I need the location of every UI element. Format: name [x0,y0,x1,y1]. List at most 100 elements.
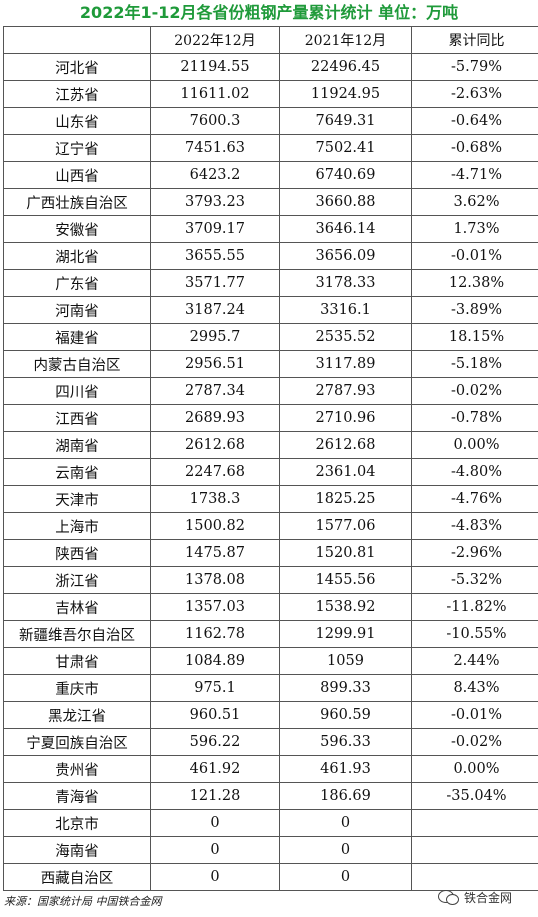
table-row: 上海市 1500.82 1577.06 -4.83% [3,512,538,540]
value-2022-cell: 121.28 [150,782,280,810]
yoy-cell: -10.55% [411,620,538,648]
yoy-cell: 0.00% [411,431,538,459]
yoy-cell: -5.18% [411,350,538,378]
yoy-cell: -4.83% [411,512,538,540]
province-cell: 福建省 [3,323,151,351]
value-2021-cell: 596.33 [279,728,412,756]
value-2022-cell: 0 [150,836,280,864]
table-row: 湖北省 3655.55 3656.09 -0.01% [3,242,538,270]
header-2021: 2021年12月 [279,26,412,54]
province-cell: 四川省 [3,377,151,405]
value-2022-cell: 1738.3 [150,485,280,513]
province-cell: 湖南省 [3,431,151,459]
value-2022-cell: 7600.3 [150,107,280,135]
value-2022-cell: 0 [150,863,280,891]
value-2021-cell: 0 [279,863,412,891]
source-note: 来源：国家统计局 中国铁合金网 [4,895,162,908]
yoy-cell: 12.38% [411,269,538,297]
value-2021-cell: 11924.95 [279,80,412,108]
table-row: 云南省 2247.68 2361.04 -4.80% [3,458,538,486]
yoy-cell: 3.62% [411,188,538,216]
table-row: 贵州省 461.92 461.93 0.00% [3,755,538,783]
yoy-cell: -4.71% [411,161,538,189]
province-cell: 广东省 [3,269,151,297]
value-2022-cell: 2995.7 [150,323,280,351]
yoy-cell: -0.02% [411,377,538,405]
value-2021-cell: 2612.68 [279,431,412,459]
value-2022-cell: 596.22 [150,728,280,756]
value-2022-cell: 1500.82 [150,512,280,540]
province-cell: 江苏省 [3,80,151,108]
watermark-text: 铁合金网 [464,890,513,905]
value-2022-cell: 1378.08 [150,566,280,594]
table-row: 青海省 121.28 186.69 -35.04% [3,782,538,810]
value-2021-cell: 3656.09 [279,242,412,270]
province-cell: 河北省 [3,53,151,81]
value-2021-cell: 461.93 [279,755,412,783]
value-2022-cell: 2956.51 [150,350,280,378]
yoy-cell: -5.79% [411,53,538,81]
province-cell: 广西壮族自治区 [3,188,151,216]
table-row: 浙江省 1378.08 1455.56 -5.32% [3,566,538,594]
yoy-cell [411,809,538,837]
yoy-cell: -0.01% [411,242,538,270]
yoy-cell [411,836,538,864]
yoy-cell [411,863,538,891]
value-2021-cell: 3646.14 [279,215,412,243]
table-row: 吉林省 1357.03 1538.92 -11.82% [3,593,538,621]
province-cell: 辽宁省 [3,134,151,162]
province-cell: 黑龙江省 [3,701,151,729]
province-cell: 湖北省 [3,242,151,270]
yoy-cell: -4.80% [411,458,538,486]
table-row: 重庆市 975.1 899.33 8.43% [3,674,538,702]
table-row: 北京市 0 0 [3,809,538,837]
table-row: 江苏省 11611.02 11924.95 -2.63% [3,80,538,108]
yoy-cell: -4.76% [411,485,538,513]
province-cell: 宁夏回族自治区 [3,728,151,756]
table-row: 宁夏回族自治区 596.22 596.33 -0.02% [3,728,538,756]
value-2022-cell: 461.92 [150,755,280,783]
table-row: 新疆维吾尔自治区 1162.78 1299.91 -10.55% [3,620,538,648]
province-cell: 新疆维吾尔自治区 [3,620,151,648]
steel-output-table: 2022年12月 2021年12月 累计同比 河北省 21194.55 22496.… [3,26,538,891]
value-2021-cell: 3660.88 [279,188,412,216]
table-row: 广东省 3571.77 3178.33 12.38% [3,269,538,297]
value-2022-cell: 0 [150,809,280,837]
value-2021-cell: 3316.1 [279,296,412,324]
value-2021-cell: 2787.93 [279,377,412,405]
value-2022-cell: 2689.93 [150,404,280,432]
province-cell: 内蒙古自治区 [3,350,151,378]
value-2021-cell: 2361.04 [279,458,412,486]
province-cell: 安徽省 [3,215,151,243]
table-row: 西藏自治区 0 0 [3,863,538,891]
province-cell: 海南省 [3,836,151,864]
value-2022-cell: 11611.02 [150,80,280,108]
table-row: 甘肃省 1084.89 1059 2.44% [3,647,538,675]
yoy-cell: 18.15% [411,323,538,351]
value-2022-cell: 3709.17 [150,215,280,243]
table-title: 2022年1-12月各省份粗钢产量累计统计 单位：万吨 [79,3,459,22]
province-cell: 西藏自治区 [3,863,151,891]
value-2021-cell: 1577.06 [279,512,412,540]
table-row: 海南省 0 0 [3,836,538,864]
yoy-cell: -0.02% [411,728,538,756]
table-row: 山东省 7600.3 7649.31 -0.64% [3,107,538,135]
value-2022-cell: 3655.55 [150,242,280,270]
value-2021-cell: 1538.92 [279,593,412,621]
province-cell: 重庆市 [3,674,151,702]
table-row: 江西省 2689.93 2710.96 -0.78% [3,404,538,432]
value-2021-cell: 22496.45 [279,53,412,81]
value-2022-cell: 975.1 [150,674,280,702]
table-row: 黑龙江省 960.51 960.59 -0.01% [3,701,538,729]
table-row: 安徽省 3709.17 3646.14 1.73% [3,215,538,243]
yoy-cell: 2.44% [411,647,538,675]
yoy-cell: -11.82% [411,593,538,621]
value-2021-cell: 1520.81 [279,539,412,567]
value-2022-cell: 7451.63 [150,134,280,162]
header-row: 2022年12月 2021年12月 累计同比 [3,26,538,54]
province-cell: 陕西省 [3,539,151,567]
value-2022-cell: 2247.68 [150,458,280,486]
province-cell: 青海省 [3,782,151,810]
value-2021-cell: 2710.96 [279,404,412,432]
yoy-cell: -0.78% [411,404,538,432]
